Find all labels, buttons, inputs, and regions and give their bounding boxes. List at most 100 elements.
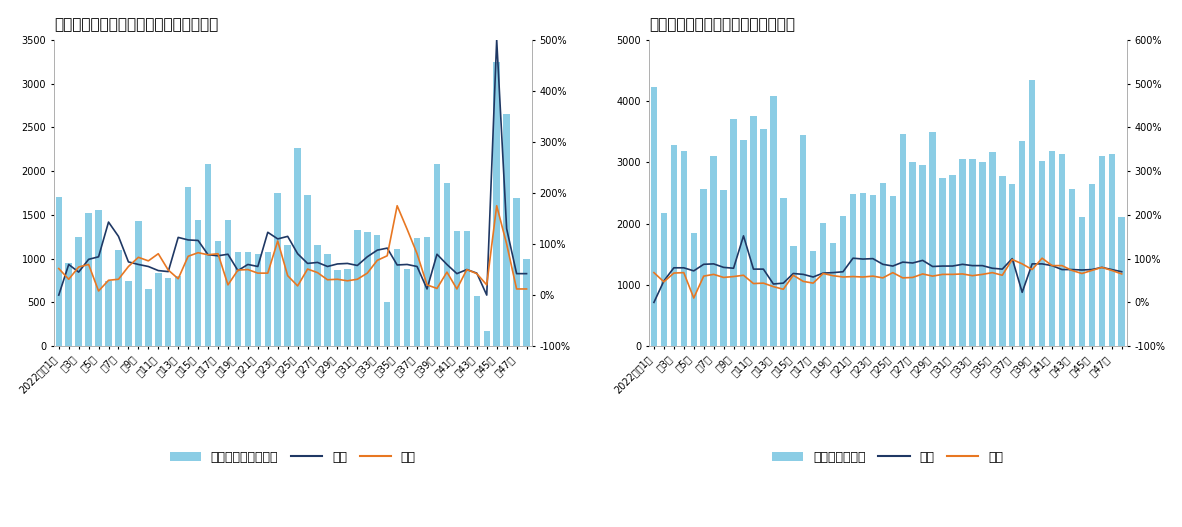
Bar bbox=[839, 216, 846, 346]
Bar bbox=[524, 259, 530, 346]
Bar bbox=[879, 182, 886, 346]
Bar bbox=[414, 238, 421, 346]
Bar bbox=[1118, 218, 1125, 346]
Bar bbox=[225, 220, 232, 346]
Bar bbox=[790, 246, 797, 346]
Bar bbox=[265, 251, 271, 346]
Bar bbox=[344, 269, 351, 346]
Bar bbox=[949, 175, 956, 346]
Bar bbox=[504, 114, 509, 346]
Legend: 二手住宅（套）, 环比, 同比: 二手住宅（套）, 环比, 同比 bbox=[767, 446, 1008, 469]
Text: 北京新建商品住宅周度成交套数及同环比: 北京新建商品住宅周度成交套数及同环比 bbox=[54, 17, 217, 32]
Bar bbox=[681, 151, 687, 346]
Bar bbox=[661, 212, 667, 346]
Bar bbox=[780, 199, 786, 346]
Bar bbox=[115, 250, 122, 346]
Bar bbox=[463, 231, 470, 346]
Bar bbox=[651, 87, 657, 346]
Bar bbox=[304, 194, 311, 346]
Bar bbox=[165, 278, 171, 346]
Bar bbox=[909, 162, 916, 346]
Bar bbox=[800, 135, 806, 346]
Bar bbox=[76, 237, 82, 346]
Bar bbox=[364, 232, 370, 346]
Bar bbox=[1059, 154, 1065, 346]
Bar bbox=[690, 233, 697, 346]
Bar bbox=[969, 159, 975, 346]
Bar bbox=[324, 254, 331, 346]
Bar bbox=[204, 164, 212, 346]
Bar bbox=[989, 152, 995, 346]
Bar bbox=[394, 249, 401, 346]
Bar bbox=[145, 289, 151, 346]
Bar bbox=[483, 331, 491, 346]
Bar bbox=[56, 197, 61, 346]
Bar bbox=[1009, 184, 1015, 346]
Bar bbox=[900, 134, 905, 346]
Bar bbox=[274, 193, 281, 346]
Bar bbox=[1109, 154, 1115, 346]
Bar bbox=[830, 243, 837, 346]
Text: 北京二手住宅周度成交套数及同环比: 北京二手住宅周度成交套数及同环比 bbox=[649, 17, 795, 32]
Bar bbox=[96, 210, 102, 346]
Bar bbox=[810, 250, 817, 346]
Bar bbox=[294, 148, 301, 346]
Bar bbox=[155, 272, 162, 346]
Bar bbox=[760, 129, 767, 346]
Bar bbox=[135, 221, 142, 346]
Bar bbox=[979, 162, 986, 346]
Bar bbox=[999, 176, 1006, 346]
Bar bbox=[215, 241, 221, 346]
Bar bbox=[195, 220, 201, 346]
Bar bbox=[670, 144, 677, 346]
Bar bbox=[474, 296, 480, 346]
Bar bbox=[254, 254, 261, 346]
Bar bbox=[1048, 151, 1056, 346]
Bar bbox=[720, 190, 727, 346]
Bar bbox=[859, 193, 866, 346]
Bar bbox=[730, 120, 736, 346]
Bar bbox=[1019, 141, 1026, 346]
Bar bbox=[105, 280, 112, 346]
Bar bbox=[443, 183, 450, 346]
Bar bbox=[245, 251, 251, 346]
Bar bbox=[125, 280, 131, 346]
Bar bbox=[870, 196, 876, 346]
Bar bbox=[740, 140, 747, 346]
Bar bbox=[1028, 80, 1035, 346]
Bar bbox=[929, 132, 936, 346]
Bar bbox=[1069, 189, 1076, 346]
Bar bbox=[960, 159, 966, 346]
Bar bbox=[771, 96, 777, 346]
Bar bbox=[374, 235, 381, 346]
Bar bbox=[175, 276, 181, 346]
Bar bbox=[434, 164, 440, 346]
Bar bbox=[1089, 184, 1095, 346]
Bar bbox=[404, 269, 410, 346]
Bar bbox=[820, 223, 826, 346]
Bar bbox=[335, 270, 340, 346]
Bar bbox=[701, 189, 707, 346]
Bar bbox=[184, 187, 191, 346]
Bar bbox=[940, 178, 946, 346]
Bar bbox=[890, 196, 896, 346]
Bar bbox=[710, 155, 716, 346]
Bar bbox=[235, 251, 241, 346]
Bar bbox=[355, 230, 361, 346]
Bar bbox=[751, 116, 756, 346]
Bar bbox=[513, 198, 520, 346]
Bar bbox=[85, 213, 92, 346]
Bar bbox=[1098, 156, 1105, 346]
Bar bbox=[384, 302, 390, 346]
Bar bbox=[493, 62, 500, 346]
Bar bbox=[424, 237, 430, 346]
Bar bbox=[1079, 217, 1085, 346]
Bar bbox=[454, 231, 460, 346]
Bar bbox=[920, 165, 926, 346]
Bar bbox=[314, 245, 320, 346]
Bar bbox=[1039, 161, 1045, 346]
Legend: 新建商品住宅（套）, 环比, 同比: 新建商品住宅（套）, 环比, 同比 bbox=[164, 446, 421, 469]
Bar bbox=[65, 263, 72, 346]
Bar bbox=[850, 193, 856, 346]
Bar bbox=[285, 246, 291, 346]
